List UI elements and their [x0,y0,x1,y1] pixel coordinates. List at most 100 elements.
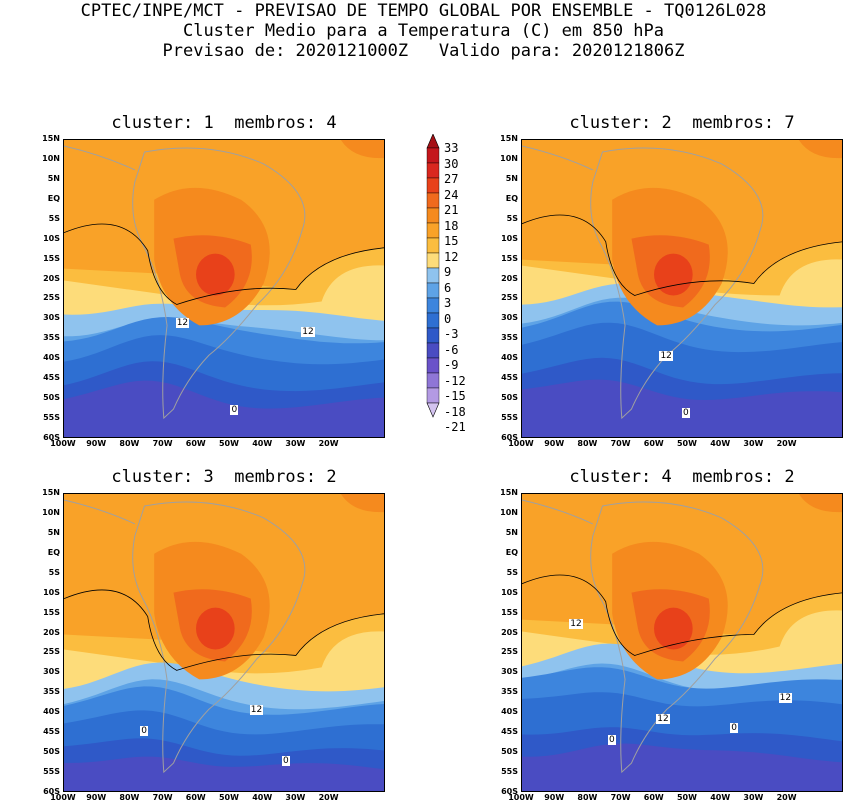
temperature-map-panel [63,493,385,792]
lat-tick-label: 15N [42,134,60,143]
lat-tick-label: 15N [500,488,518,497]
lat-tick-label: 15S [501,607,518,617]
panel-title: cluster: 2 membros: 7 [569,113,795,133]
colorbar-swatch [426,327,440,344]
lat-tick-label: 35S [43,687,60,697]
band-24-27-land [654,607,693,650]
colorbar-swatch [426,147,440,164]
lat-tick-label: EQ [47,547,60,557]
band-m9-m6 [64,380,384,437]
band-18-21 [798,140,842,159]
colorbar-level-label: 33 [444,141,459,155]
lat-tick-label: 5N [47,173,60,183]
lat-tick-label: 60S [501,787,518,796]
lat-tick-label: 15S [43,607,60,617]
lon-tick-label: 90W [544,793,565,802]
map-svg [64,494,384,791]
lat-tick-label: 10N [500,153,518,163]
lat-tick-label: 25S [501,293,518,303]
panel-title: cluster: 3 membros: 2 [111,467,337,487]
lat-tick-label: 40S [501,353,518,363]
colorbar-level-label: 9 [444,265,452,279]
contour-label: 12 [175,318,190,329]
lon-tick-label: 40W [252,793,273,802]
lon-tick-label: 70W [152,439,173,448]
lat-tick-label: 35S [43,333,60,343]
lon-tick-label: 30W [285,439,306,448]
band-24-27-land [196,607,235,650]
band-m9-m6 [522,743,842,791]
lat-tick-label: 5N [47,527,60,537]
band-24-27-land [654,253,693,296]
lat-tick-label: 50S [501,393,518,403]
lon-tick-label: 100W [508,793,534,802]
colorbar-level-label: 15 [444,234,459,248]
lat-tick-label: 10N [42,507,60,517]
lat-tick-label: 60S [501,433,518,442]
colorbar-swatch [426,237,440,254]
colorbar-level-label: 12 [444,249,459,264]
panel-title: cluster: 1 membros: 4 [111,113,337,133]
lon-tick-label: 60W [643,793,664,802]
lat-tick-label: 30S [501,313,518,323]
colorbar-swatch [426,162,440,179]
colorbar-level-label: 3 [444,296,452,310]
lon-tick-label: 70W [610,793,631,802]
colorbar-level-label: -3 [444,327,459,341]
band-18-21 [340,140,384,159]
colorbar-top-arrow [426,134,440,149]
lat-tick-label: 5N [505,173,518,183]
temperature-map-panel [521,139,843,438]
colorbar-level-label: 18 [444,218,459,233]
panel-title: cluster: 4 membros: 2 [569,467,795,487]
colorbar-swatch [426,387,440,404]
contour-label: 12 [778,693,793,704]
lon-tick-label: 20W [776,793,797,802]
band-24-27-land [196,253,235,296]
contour-label: 0 [682,408,690,419]
contour-label: 12 [656,714,670,725]
lon-tick-label: 70W [152,793,173,802]
lat-tick-label: 45S [43,727,60,737]
lon-tick-label: 50W [676,793,697,802]
lon-tick-label: 100W [508,439,534,448]
contour-label: 12 [249,705,264,716]
colorbar-level-label: -15 [444,389,466,403]
lon-tick-label: 40W [710,793,731,802]
temperature-map-panel [63,139,385,438]
band-18-21 [340,494,384,513]
colorbar-swatch [426,372,440,389]
lat-tick-label: 60S [43,433,60,442]
lat-tick-label: 50S [43,747,60,757]
lat-tick-label: 5N [505,527,518,537]
lat-tick-label: 45S [43,373,60,383]
central-america-outline [522,145,594,171]
lat-tick-label: 30S [501,667,518,677]
lat-tick-label: 10S [43,587,60,597]
lat-tick-label: 25S [43,647,60,657]
contour-label: 12 [659,351,673,362]
lat-tick-label: 10S [501,233,518,243]
lon-tick-label: 100W [50,439,76,448]
colorbar-swatch [426,357,440,374]
lat-tick-label: 15N [500,134,518,143]
lat-tick-label: EQ [47,193,60,203]
lon-tick-label: 100W [50,793,76,802]
lat-tick-label: 55S [501,413,518,423]
lat-tick-label: 40S [501,707,518,717]
lon-tick-label: 60W [185,793,206,802]
lat-tick-label: 55S [501,767,518,777]
colorbar-level-label: 0 [444,311,452,326]
map-svg [64,140,384,437]
colorbar-level-label: 21 [444,203,459,217]
colorbar-level-label: 24 [444,187,459,202]
lat-tick-label: 50S [43,393,60,403]
colorbar-swatch [426,177,440,194]
contour-label: 0 [607,735,616,746]
lon-tick-label: 90W [544,439,565,448]
colorbar-level-label: -18 [444,404,466,419]
lat-tick-label: EQ [505,547,518,557]
lon-tick-label: 40W [252,439,273,448]
lat-tick-label: 35S [501,687,518,697]
lon-tick-label: 50W [676,439,697,448]
